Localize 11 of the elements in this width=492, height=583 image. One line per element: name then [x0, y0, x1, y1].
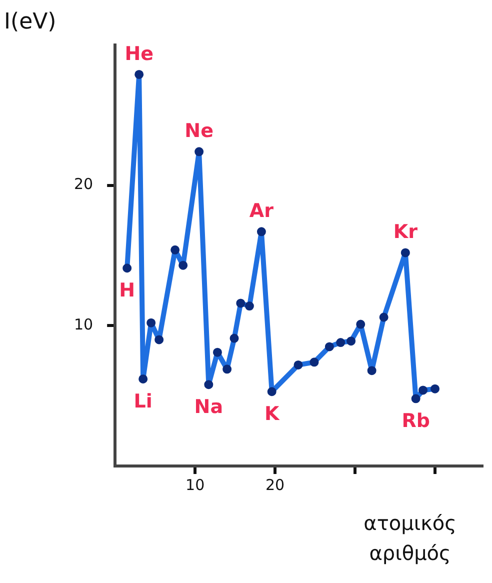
annotation: Li — [134, 390, 152, 412]
annotation: Na — [194, 396, 224, 418]
annotation: Ne — [184, 120, 214, 142]
annotation: Ar — [249, 200, 274, 222]
annotation: He — [124, 42, 154, 65]
annotation: K — [264, 403, 280, 426]
annotation: Rb — [402, 410, 430, 432]
annotation: H — [119, 280, 136, 302]
annotation: Kr — [393, 221, 418, 244]
y-axis-title: I(eV) — [4, 10, 56, 35]
x-axis-title: ατομικός αριθμός — [362, 510, 458, 567]
